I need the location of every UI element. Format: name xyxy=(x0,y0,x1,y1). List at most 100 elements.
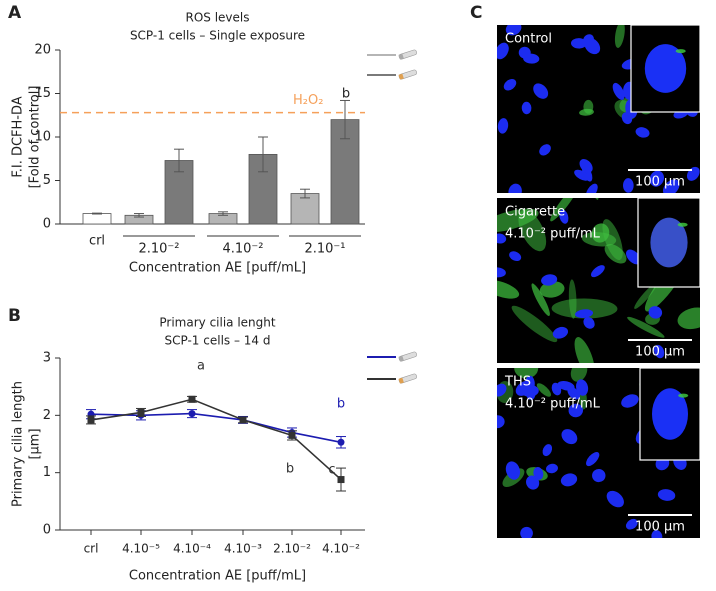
y-tick-label: 20 xyxy=(34,43,51,58)
x-tick-label: 4.10⁻³ xyxy=(224,542,262,556)
nucleus xyxy=(621,394,639,408)
nucleus xyxy=(626,249,641,265)
nucleus xyxy=(586,451,600,467)
cytoskeleton xyxy=(591,223,610,243)
point xyxy=(337,476,345,484)
point xyxy=(188,410,196,418)
nucleus xyxy=(570,38,587,49)
cytoskeleton xyxy=(634,283,657,309)
annotation: b xyxy=(286,462,294,477)
cytoskeleton xyxy=(612,0,637,17)
cytoskeleton xyxy=(574,337,595,363)
cytoskeleton xyxy=(579,108,594,116)
y-tick-label: 10 xyxy=(34,130,51,145)
nucleus xyxy=(503,79,517,91)
annotation: a xyxy=(197,359,205,374)
nucleus xyxy=(497,233,507,244)
panel-label: B xyxy=(8,306,21,326)
reference-label: H₂O₂ xyxy=(293,93,323,108)
chart-subtitle: SCP-1 cells – 14 d xyxy=(165,334,271,348)
image-sublabel: 4.10⁻² puff/mL xyxy=(505,227,601,242)
nucleus xyxy=(526,475,540,490)
inset-nucleus xyxy=(650,217,688,268)
point xyxy=(137,408,145,416)
cytoskeleton xyxy=(497,208,539,233)
panel-label: C xyxy=(470,3,482,23)
x-tick-label: 4.10⁻² xyxy=(222,242,263,257)
nucleus xyxy=(648,306,663,319)
point xyxy=(87,416,95,424)
cytoskeleton xyxy=(677,307,700,330)
cytoskeleton xyxy=(536,383,551,397)
y-axis-label: F.I. DCFH-DA xyxy=(11,96,26,177)
y-axis-label: Primary cilia length xyxy=(11,381,26,507)
x-tick-label: 4.10⁻⁴ xyxy=(173,542,211,556)
nucleus xyxy=(509,251,522,262)
inset-cilium xyxy=(675,49,686,54)
nucleus xyxy=(574,169,590,181)
x-tick-label: crl xyxy=(84,542,99,556)
image-sublabel: 4.10⁻² puff/mL xyxy=(505,397,601,412)
annotation: b xyxy=(342,87,350,102)
inset-nucleus xyxy=(652,388,688,440)
nucleus xyxy=(533,467,544,480)
nucleus xyxy=(651,530,663,538)
chart-title: Primary cilia lenght xyxy=(159,316,275,330)
cytoskeleton xyxy=(627,316,665,338)
panel-label: A xyxy=(8,3,22,23)
x-axis-label: Concentration AE [puff/mL] xyxy=(129,261,306,276)
inset-cilium xyxy=(677,222,688,227)
scale-label: 100 µm xyxy=(635,520,685,535)
nucleus xyxy=(521,101,532,115)
x-tick-label: 2.10⁻² xyxy=(138,242,179,257)
image-label: Cigarette xyxy=(505,205,565,220)
nucleus xyxy=(557,380,575,391)
nucleus xyxy=(508,183,522,193)
x-tick-label: 2.10⁻² xyxy=(273,542,311,556)
x-tick-label: crl xyxy=(89,234,105,249)
nucleus xyxy=(592,468,606,483)
inset-nucleus xyxy=(644,44,687,93)
x-tick-label: 4.10⁻⁵ xyxy=(122,542,160,556)
series-line xyxy=(90,412,342,444)
nucleus xyxy=(585,183,598,193)
cytoskeleton xyxy=(531,283,550,317)
cytoskeleton xyxy=(614,25,625,48)
nucleus xyxy=(568,403,584,418)
nucleus xyxy=(497,383,507,397)
nucleus xyxy=(576,379,589,396)
y-tick-label: 0 xyxy=(43,217,51,232)
nucleus xyxy=(520,384,539,397)
bar xyxy=(82,213,112,225)
x-tick-label: 4.10⁻² xyxy=(322,542,360,556)
nucleus xyxy=(505,25,522,36)
y-tick-label: 15 xyxy=(34,86,51,101)
cytoskeleton xyxy=(550,198,579,222)
y-tick-label: 1 xyxy=(43,465,51,480)
nucleus xyxy=(561,429,578,445)
y-tick-label: 0 xyxy=(43,523,51,538)
nucleus xyxy=(649,170,665,187)
point xyxy=(288,431,296,439)
image-label: THS xyxy=(504,375,531,390)
chart-subtitle: SCP-1 cells – Single exposure xyxy=(130,29,305,43)
y-axis-label: [Fold of control] xyxy=(28,86,43,189)
legend-icon-tip xyxy=(398,53,404,60)
nucleus xyxy=(581,164,593,182)
cytoskeleton xyxy=(497,280,520,299)
nucleus xyxy=(575,309,594,318)
nucleus xyxy=(623,178,634,193)
legend-icon-tip xyxy=(398,377,404,384)
nucleus xyxy=(546,463,558,474)
nucleus xyxy=(559,209,569,224)
nucleus xyxy=(497,415,505,429)
nucleus xyxy=(606,490,624,508)
cytoskeleton xyxy=(551,298,618,319)
point xyxy=(239,416,247,424)
cytoskeleton xyxy=(511,305,558,343)
cytoskeleton xyxy=(604,243,627,264)
y-tick-label: 3 xyxy=(43,351,51,366)
x-axis-label: Concentration AE [puff/mL] xyxy=(129,569,306,584)
image-label: Control xyxy=(505,32,552,47)
y-axis-label: [µm] xyxy=(28,428,43,459)
